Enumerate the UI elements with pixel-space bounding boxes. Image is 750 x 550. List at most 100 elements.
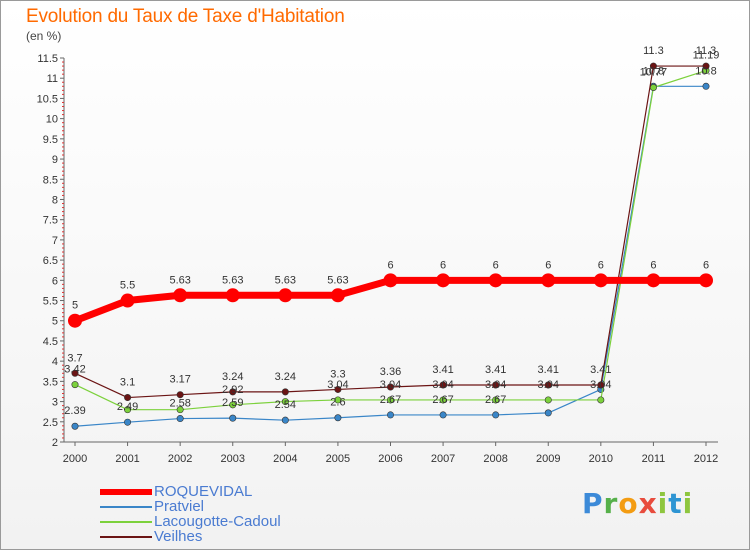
data-label: 5.63: [327, 274, 348, 286]
data-point: [439, 411, 447, 419]
data-label: 3.41: [432, 364, 453, 376]
data-label: 11.19: [693, 50, 720, 62]
y-tick-label: 4.5: [43, 336, 58, 348]
y-tick-label: 8: [52, 194, 58, 206]
data-label: 2.59: [222, 397, 243, 409]
y-tick-label: 5: [52, 316, 58, 328]
data-point: [649, 84, 657, 92]
legend-label-lacougotte-cadoul: Lacougotte-Cadoul: [154, 513, 281, 530]
x-tick-label: 2011: [642, 453, 666, 465]
data-label: 2.67: [485, 394, 506, 406]
x-tick-label: 2000: [63, 453, 87, 465]
legend-swatch-pratviel: [100, 506, 152, 508]
data-point: [383, 273, 398, 288]
data-label: 2.67: [380, 394, 401, 406]
data-point: [124, 418, 132, 426]
chart-unit: (en %): [26, 29, 62, 43]
legend-label-veilhes: Veilhes: [154, 528, 203, 545]
x-tick-label: 2008: [483, 453, 507, 465]
data-point: [492, 411, 500, 419]
data-point: [225, 288, 240, 303]
data-point: [492, 381, 500, 389]
data-point: [71, 369, 79, 377]
data-label: 3.17: [169, 374, 190, 386]
legend-label-roquevidal: ROQUEVIDAL: [154, 483, 253, 500]
data-label: 3.04: [327, 379, 348, 391]
data-label: 5.5: [120, 280, 135, 292]
data-point: [120, 293, 135, 308]
data-label: 6: [598, 259, 604, 271]
chart-series: [68, 62, 713, 430]
legend-label-pratviel: Pratviel: [154, 498, 205, 515]
data-label: 2.54: [275, 399, 296, 411]
data-label: 5.63: [275, 274, 296, 286]
data-point: [334, 396, 342, 404]
data-point: [281, 416, 289, 424]
y-tick-label: 4: [52, 356, 58, 368]
y-tick-label: 6: [52, 275, 58, 287]
data-label: 3.42: [64, 364, 85, 376]
data-point: [229, 388, 237, 396]
data-point: [702, 82, 710, 90]
data-label: 6: [650, 259, 656, 271]
data-point: [229, 401, 237, 409]
data-label: 2.6: [330, 397, 345, 409]
x-tick-label: 2007: [431, 453, 455, 465]
data-point: [173, 288, 188, 303]
data-label: 6: [545, 259, 551, 271]
legend-swatch-lacougotte-cadoul: [100, 521, 152, 523]
data-label: 5.63: [169, 274, 190, 286]
x-tick-label: 2002: [168, 453, 192, 465]
series-line-veilhes: [74, 65, 706, 399]
data-label: 3.7: [67, 352, 82, 364]
data-label: 2.67: [432, 394, 453, 406]
x-tick-label: 2004: [273, 453, 297, 465]
data-label: 11.3: [696, 45, 717, 57]
data-point: [124, 394, 132, 402]
data-label: 3.24: [222, 371, 243, 383]
data-label: 3.24: [275, 371, 296, 383]
data-point: [544, 396, 552, 404]
data-label: 3.41: [538, 364, 559, 376]
data-point: [386, 396, 394, 404]
data-point: [646, 273, 661, 288]
x-tick-label: 2001: [115, 453, 139, 465]
y-tick-label: 9: [52, 154, 58, 166]
y-tick-label: 11.5: [37, 53, 58, 65]
x-tick-label: 2009: [536, 453, 560, 465]
data-label: 11.3: [643, 45, 664, 57]
data-label: 6: [387, 259, 393, 271]
data-point: [702, 62, 710, 70]
y-tick-label: 3.5: [43, 376, 58, 388]
data-label: 3.04: [590, 379, 611, 391]
y-tick-label: 7.5: [43, 215, 58, 227]
data-label: 10.8: [695, 65, 716, 77]
data-label: 2.49: [117, 401, 138, 413]
series-line-lacougotte-cadoul: [74, 69, 707, 411]
data-label: 3.04: [485, 379, 506, 391]
data-point: [334, 414, 342, 422]
data-label: 3.41: [590, 364, 611, 376]
x-tick-label: 2003: [221, 453, 245, 465]
data-point: [176, 415, 184, 423]
data-point: [593, 273, 608, 288]
data-label: 3.1: [120, 377, 135, 389]
data-label: 6: [493, 259, 499, 271]
y-tick-label: 2: [52, 437, 58, 449]
data-label: 10.8: [643, 65, 664, 77]
y-tick-label: 10.5: [37, 93, 58, 105]
data-label: 2.58: [169, 398, 190, 410]
data-point: [68, 313, 82, 328]
data-point: [278, 288, 293, 303]
y-tick-label: 6.5: [43, 255, 58, 267]
data-point: [492, 396, 500, 404]
data-label: 3.04: [432, 379, 453, 391]
data-label: 3.3: [330, 368, 345, 380]
chart-axes: 2 2.5 3 3.5 4 4.5 5 5.5 6 6.5 7 7.5 8 8.5 9 9.5 10 10.5 11…: [37, 53, 719, 465]
x-tick-label: 2006: [378, 453, 402, 465]
data-label: 3.04: [380, 379, 401, 391]
data-point: [334, 385, 342, 393]
data-point: [386, 383, 394, 391]
